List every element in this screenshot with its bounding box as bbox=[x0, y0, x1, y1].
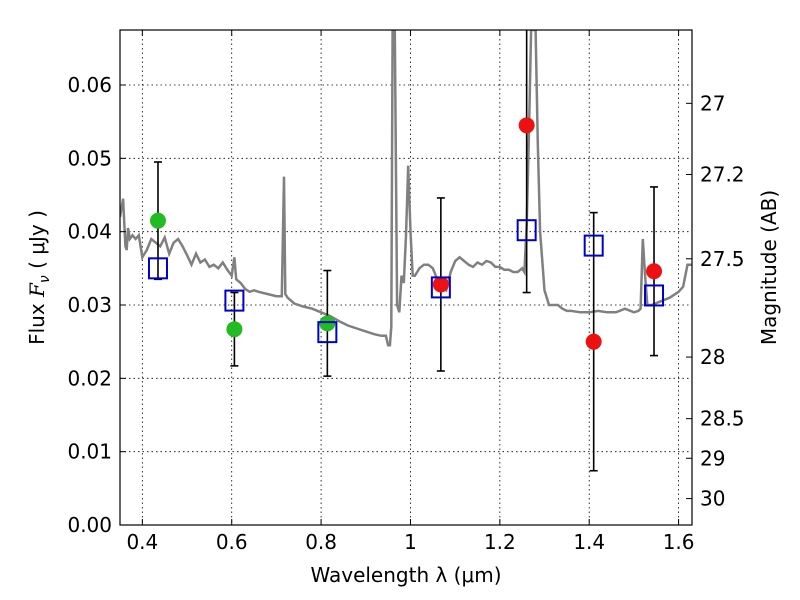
model-spectrum bbox=[120, 30, 692, 347]
x-tick-label: 0.8 bbox=[305, 530, 337, 554]
y2-tick-label: 28 bbox=[700, 345, 725, 369]
y-tick-label: 0.00 bbox=[67, 513, 112, 537]
model-photometry-square bbox=[583, 234, 604, 257]
x-tick-label: 0.4 bbox=[126, 530, 158, 554]
y2-tick-label: 27.5 bbox=[700, 247, 745, 271]
y2-axis-label: Magnitude (AB) bbox=[757, 190, 781, 345]
y2-tick-label: 28.5 bbox=[700, 407, 745, 431]
ticks: 0.4 0.6 0.8 1 1.2 1.4 1.6 0.00 0.01 0.02 0.03 0.04 0… bbox=[67, 30, 745, 554]
data-point-circle bbox=[149, 212, 166, 229]
data-point-circle bbox=[518, 117, 535, 134]
model-photometry-square bbox=[516, 219, 537, 242]
y-tick-label: 0.06 bbox=[67, 73, 112, 97]
data-point-circle bbox=[432, 276, 449, 293]
y-tick-label: 0.02 bbox=[67, 366, 112, 390]
y2-tick-label: 29 bbox=[700, 446, 725, 470]
x-axis-label: Wavelength λ (μm) bbox=[310, 563, 501, 587]
data-point-circle bbox=[646, 263, 663, 280]
y-tick-label: 0.04 bbox=[67, 220, 112, 244]
x-tick-label: 1 bbox=[404, 530, 417, 554]
y-axis-label-suffix: ( μJy ) bbox=[25, 210, 49, 275]
model-photometry-square bbox=[147, 257, 168, 280]
plot-frame bbox=[119, 29, 693, 526]
y-tick-label: 0.03 bbox=[67, 293, 112, 317]
markers bbox=[147, 117, 665, 350]
y2-tick-label: 27.2 bbox=[700, 162, 745, 186]
y-axis-label-prefix: Flux bbox=[25, 297, 49, 345]
data-point-circle bbox=[226, 321, 243, 338]
model-photometry-square bbox=[644, 284, 665, 307]
model-photometry-square bbox=[224, 289, 245, 312]
model-photometry-square bbox=[430, 276, 451, 299]
y2-tick-label: 30 bbox=[700, 487, 725, 511]
model-photometry-square bbox=[317, 321, 338, 344]
y-axis-label: Flux Fν ( μJy ) bbox=[25, 210, 53, 345]
model-spectrum-line bbox=[120, 30, 692, 347]
data-point-circle bbox=[585, 333, 602, 350]
y-axis-label-symbol: F bbox=[25, 282, 49, 298]
x-tick-label: 0.6 bbox=[216, 530, 248, 554]
y2-tick-label: 27 bbox=[700, 91, 725, 115]
x-tick-label: 1.4 bbox=[573, 530, 605, 554]
x-tick-label: 1.6 bbox=[663, 530, 695, 554]
x-tick-label: 1.2 bbox=[484, 530, 516, 554]
y-tick-label: 0.05 bbox=[67, 146, 112, 170]
grid bbox=[120, 30, 692, 526]
y-axis-label-subscript: ν bbox=[37, 275, 53, 283]
data-point-circle bbox=[319, 315, 336, 332]
y-tick-label: 0.01 bbox=[67, 440, 112, 464]
